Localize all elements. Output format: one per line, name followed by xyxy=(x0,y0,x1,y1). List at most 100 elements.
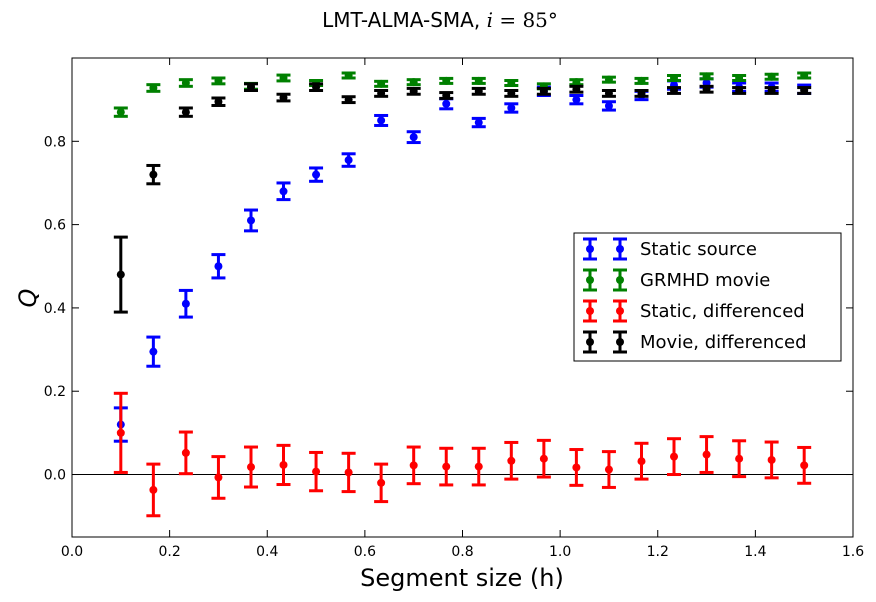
data-point xyxy=(409,461,418,470)
y-axis-label: Q xyxy=(14,289,42,308)
data-point xyxy=(377,478,386,487)
x-tick-label: 0.2 xyxy=(158,544,180,560)
legend-marker xyxy=(583,330,627,354)
data-point xyxy=(604,101,613,110)
data-point xyxy=(279,73,288,82)
plot-area xyxy=(72,71,853,518)
legend-entry: GRMHD movie xyxy=(583,268,770,292)
data-point xyxy=(409,78,418,87)
data-point xyxy=(409,87,418,96)
data-point xyxy=(116,108,125,117)
data-point xyxy=(344,71,353,80)
data-point xyxy=(181,299,190,308)
data-point xyxy=(702,450,711,459)
data-point xyxy=(735,86,744,95)
x-tick-label: 1.4 xyxy=(744,544,766,560)
legend-marker xyxy=(583,237,627,261)
data-point xyxy=(214,97,223,106)
data-point xyxy=(312,467,321,476)
legend-entry: Static source xyxy=(583,237,757,261)
data-point xyxy=(149,170,158,179)
y-tick-label: 0.0 xyxy=(44,468,66,484)
data-point xyxy=(800,86,809,95)
data-point xyxy=(344,95,353,104)
legend-label: GRMHD movie xyxy=(640,270,770,291)
data-point xyxy=(377,116,386,125)
data-point xyxy=(149,347,158,356)
x-tick-label: 1.6 xyxy=(842,544,864,560)
data-point xyxy=(312,170,321,179)
data-point xyxy=(116,270,125,279)
data-point xyxy=(604,465,613,474)
data-point xyxy=(279,460,288,469)
data-point xyxy=(214,473,223,482)
series-1 xyxy=(113,71,812,118)
data-point xyxy=(246,83,255,92)
data-point xyxy=(442,91,451,100)
data-point xyxy=(637,76,646,85)
data-point xyxy=(246,463,255,472)
data-point xyxy=(604,89,613,98)
data-point xyxy=(767,72,776,81)
data-point xyxy=(474,76,483,85)
data-point xyxy=(377,79,386,88)
data-point xyxy=(214,262,223,271)
data-point xyxy=(246,216,255,225)
data-point xyxy=(539,87,548,96)
data-point xyxy=(670,86,679,95)
y-tick-label: 0.4 xyxy=(44,301,66,317)
data-point xyxy=(670,73,679,82)
legend-label: Static source xyxy=(640,239,757,260)
x-tick-label: 0.4 xyxy=(256,544,278,560)
data-point xyxy=(474,462,483,471)
data-point xyxy=(442,99,451,108)
data-point xyxy=(572,78,581,87)
legend-marker xyxy=(583,268,627,292)
data-point xyxy=(474,87,483,96)
series-3 xyxy=(113,82,812,314)
legend-label: Movie, differenced xyxy=(640,332,807,353)
data-point xyxy=(279,93,288,102)
data-point xyxy=(735,454,744,463)
data-point xyxy=(442,462,451,471)
data-point xyxy=(539,454,548,463)
data-point xyxy=(181,448,190,457)
data-point xyxy=(767,86,776,95)
data-point xyxy=(507,78,516,87)
data-point xyxy=(344,468,353,477)
data-point xyxy=(409,133,418,142)
legend: Static source GRMHD movie Static, differen… xyxy=(573,232,842,362)
data-point xyxy=(181,78,190,87)
series-2 xyxy=(113,391,812,518)
data-point xyxy=(279,187,288,196)
data-point xyxy=(474,118,483,127)
data-point xyxy=(800,461,809,470)
data-point xyxy=(377,89,386,98)
chart-title: LMT-ALMA-SMA, i = 85° xyxy=(322,8,558,32)
data-point xyxy=(214,76,223,85)
data-point xyxy=(312,83,321,92)
data-point xyxy=(181,108,190,117)
data-point xyxy=(767,455,776,464)
x-tick-label: 0.8 xyxy=(451,544,473,560)
y-tick-label: 0.8 xyxy=(44,134,66,150)
data-point xyxy=(507,456,516,465)
data-point xyxy=(800,71,809,80)
data-point xyxy=(507,103,516,112)
data-point xyxy=(442,76,451,85)
legend-label: Static, differenced xyxy=(640,301,805,322)
data-point xyxy=(149,485,158,494)
data-point xyxy=(604,75,613,84)
y-tick-label: 0.2 xyxy=(44,384,66,400)
data-point xyxy=(116,428,125,437)
x-tick-label: 0.0 xyxy=(61,544,83,560)
y-tick-label: 0.6 xyxy=(44,218,66,234)
data-point xyxy=(637,89,646,98)
data-point xyxy=(507,89,516,98)
legend-marker xyxy=(583,299,627,323)
data-point xyxy=(735,73,744,82)
data-point xyxy=(702,85,711,94)
x-tick-label: 1.2 xyxy=(647,544,669,560)
axis-ticks: 0.0 0.2 0.4 0.6 0.8 1.0 1.2 1.4 1.6 0.0 0.2 0.4 0.6 0… xyxy=(44,58,864,560)
